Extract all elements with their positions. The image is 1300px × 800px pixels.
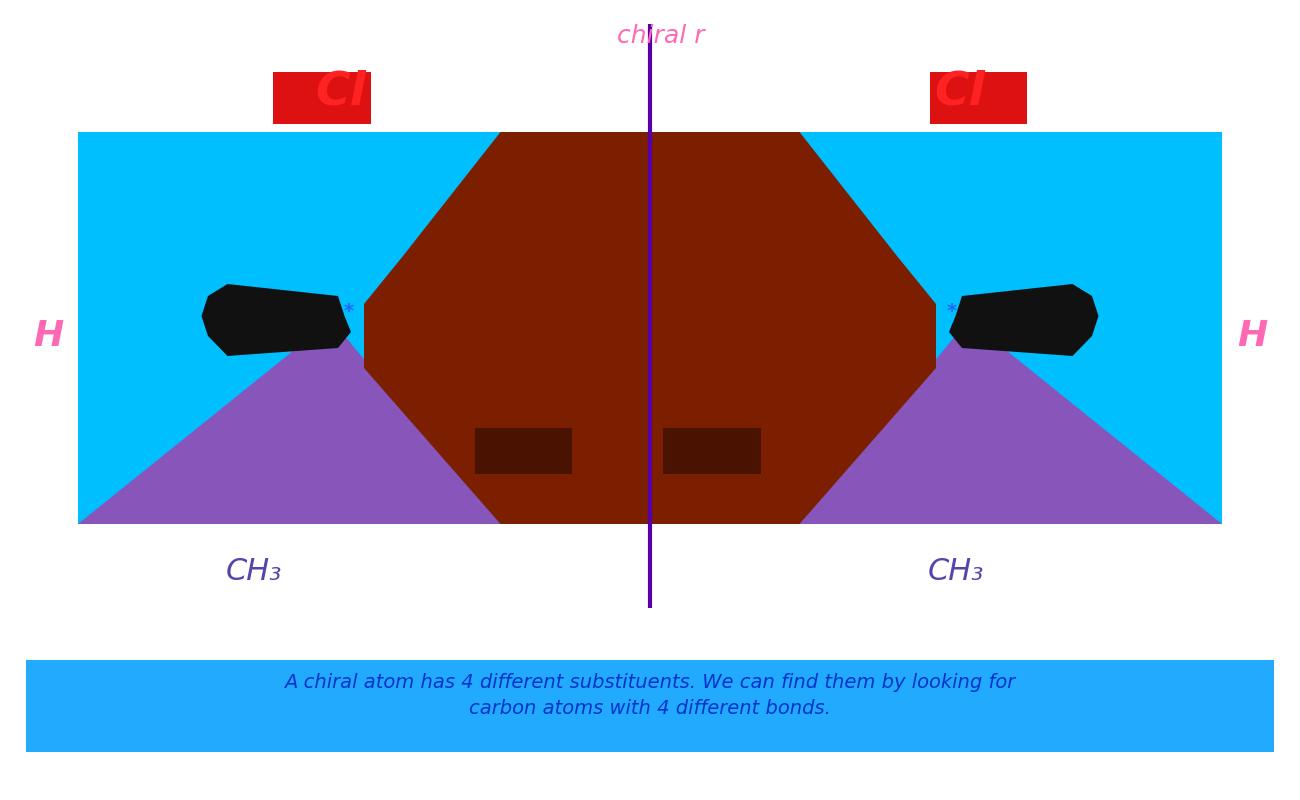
Polygon shape — [800, 320, 1222, 524]
Text: chiral r: chiral r — [616, 24, 705, 48]
Polygon shape — [202, 284, 351, 356]
Bar — [273, 72, 370, 124]
Bar — [663, 428, 760, 474]
Text: CH₃: CH₃ — [225, 558, 282, 586]
Polygon shape — [364, 132, 936, 524]
Text: *: * — [343, 302, 354, 322]
Bar — [474, 428, 572, 474]
Text: H: H — [1236, 319, 1268, 353]
Text: H: H — [32, 319, 64, 353]
Bar — [26, 660, 1274, 752]
Text: carbon atoms with 4 different bonds.: carbon atoms with 4 different bonds. — [469, 699, 831, 718]
Bar — [78, 132, 1222, 524]
Bar — [930, 72, 1027, 124]
Text: Cl: Cl — [933, 70, 985, 114]
Text: CH₃: CH₃ — [927, 558, 984, 586]
Text: A chiral atom has 4 different substituents. We can find them by looking for: A chiral atom has 4 different substituen… — [285, 673, 1015, 692]
Polygon shape — [949, 284, 1098, 356]
Text: *: * — [946, 302, 957, 322]
Text: Cl: Cl — [315, 70, 367, 114]
Polygon shape — [78, 320, 500, 524]
